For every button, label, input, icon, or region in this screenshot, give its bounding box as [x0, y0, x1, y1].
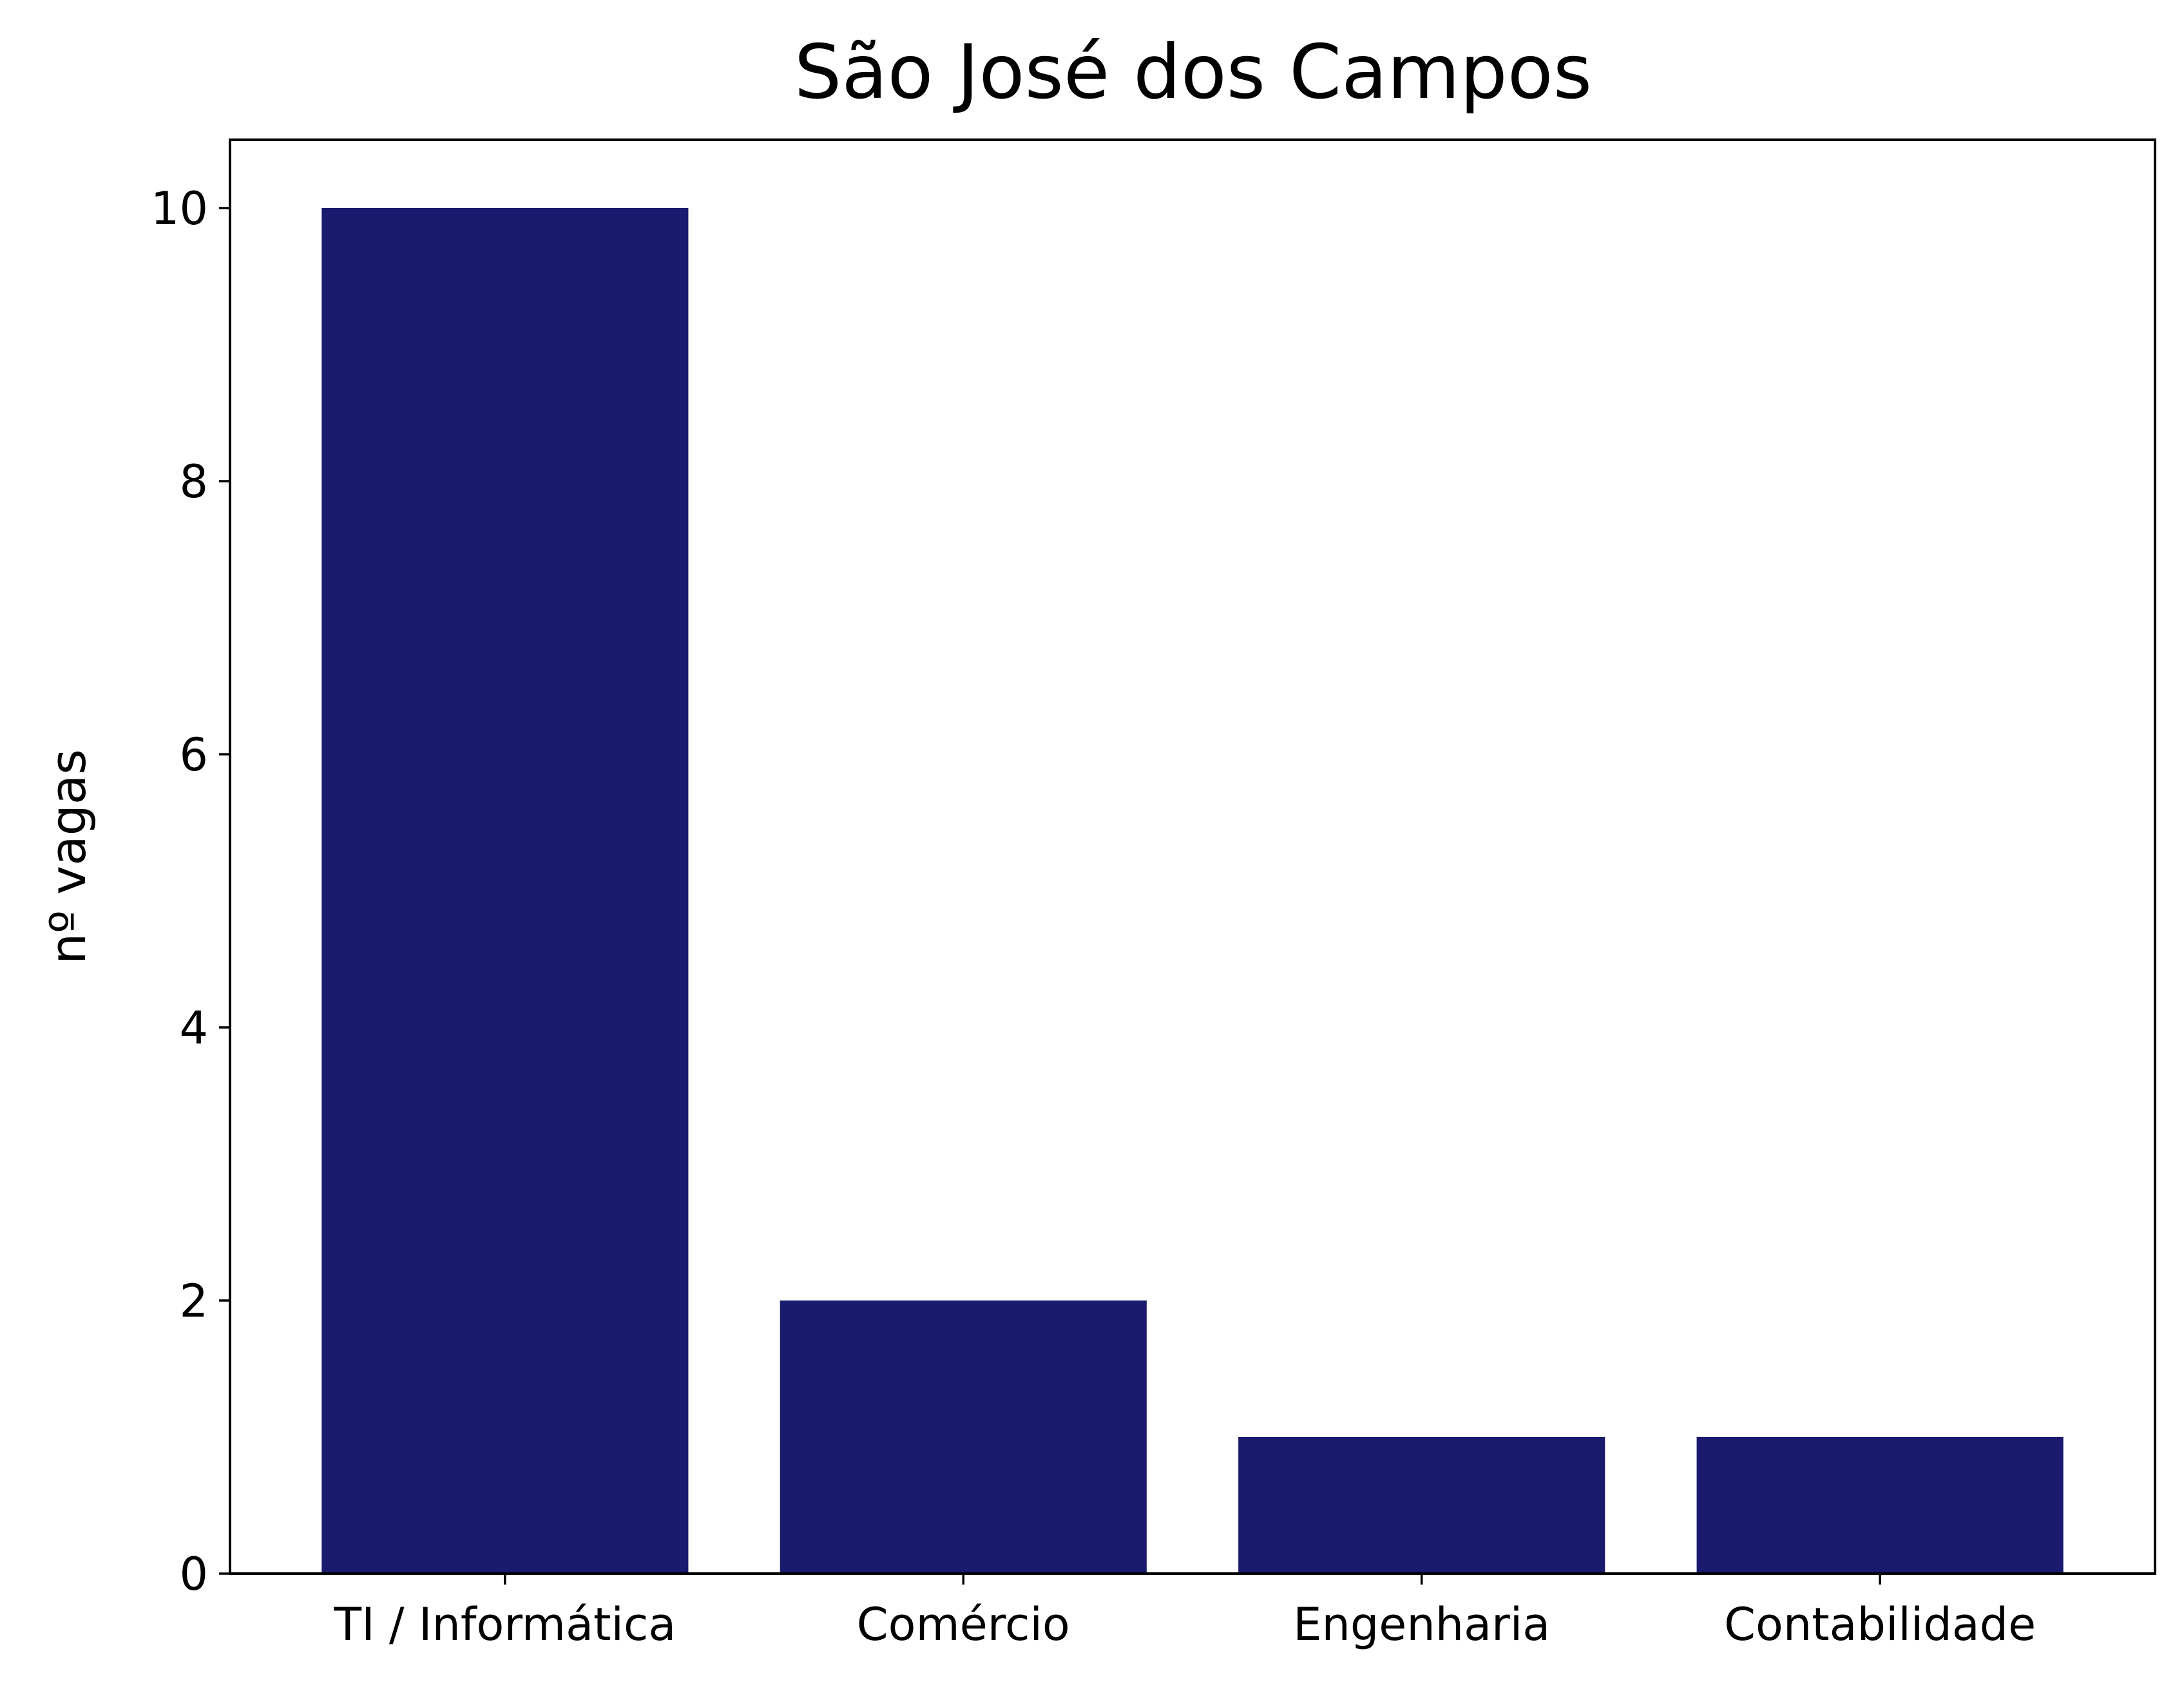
- bar-2: [1238, 1437, 1605, 1574]
- y-axis-label: nº vagas: [39, 749, 97, 964]
- x-tick-label: Engenharia: [1293, 1598, 1550, 1651]
- bar-1: [780, 1301, 1147, 1574]
- y-tick-label: 10: [151, 182, 208, 235]
- y-tick-label: 6: [179, 729, 208, 781]
- bar-0: [321, 208, 689, 1574]
- y-tick-label: 2: [179, 1275, 208, 1328]
- chart-title: São José dos Campos: [794, 29, 1592, 116]
- bars-group: [321, 208, 2064, 1574]
- x-tick-label: TI / Informática: [333, 1598, 676, 1651]
- plot-area-frame: [229, 138, 2156, 1575]
- y-tick-label: 4: [179, 1002, 208, 1054]
- x-ticks-group: TI / Informática Comércio Engenharia Contab…: [333, 1574, 2036, 1651]
- y-ticks-group: 0 2 4 6 8 10: [151, 182, 230, 1601]
- y-tick-label: 8: [179, 455, 208, 508]
- x-tick-label: Contabilidade: [1724, 1598, 2036, 1651]
- bar-3: [1696, 1437, 2064, 1574]
- y-tick-label: 0: [179, 1548, 208, 1601]
- x-tick-label: Comércio: [857, 1598, 1070, 1651]
